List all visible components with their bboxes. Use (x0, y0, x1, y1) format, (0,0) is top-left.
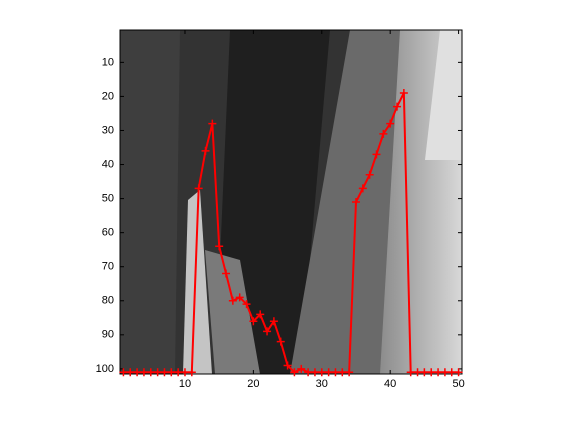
marker (146, 368, 155, 377)
marker (386, 119, 395, 128)
marker (420, 368, 429, 377)
marker (194, 184, 203, 193)
y-tick-label: 10 (102, 56, 114, 68)
marker (133, 368, 142, 377)
x-tick-label: 10 (179, 378, 191, 390)
marker (139, 368, 148, 377)
marker (297, 364, 306, 373)
marker (160, 368, 169, 377)
marker (358, 184, 367, 193)
marker (345, 368, 354, 377)
marker (126, 368, 135, 377)
marker (153, 368, 162, 377)
marker (174, 368, 183, 377)
y-tick-label: 40 (102, 158, 114, 170)
marker (351, 198, 360, 206)
marker (393, 102, 402, 111)
marker (187, 368, 196, 377)
marker (208, 119, 217, 128)
marker (365, 170, 374, 179)
image (120, 30, 462, 374)
y-tick-label: 100 (96, 363, 114, 375)
marker (324, 368, 333, 377)
y-tick-label: 90 (102, 329, 114, 341)
marker (119, 368, 128, 377)
marker (379, 129, 388, 138)
marker (447, 368, 456, 377)
marker (440, 368, 449, 377)
marker (406, 368, 415, 377)
marker (338, 368, 347, 377)
marker (413, 368, 422, 377)
marker (215, 242, 224, 251)
y-tick-label: 50 (102, 193, 114, 205)
y-tick-label: 60 (102, 227, 114, 239)
marker (269, 317, 278, 326)
marker (242, 300, 251, 309)
marker (263, 327, 272, 336)
marker (399, 89, 408, 98)
marker (304, 368, 313, 377)
marker (427, 368, 436, 377)
x-tick-label: 40 (384, 378, 396, 390)
marker (310, 368, 319, 377)
y-tick-label: 30 (102, 124, 114, 136)
x-tick-label: 20 (247, 378, 259, 390)
marker (228, 296, 237, 305)
marker (331, 368, 340, 377)
marker (317, 368, 326, 377)
x-tick-label: 30 (316, 378, 328, 390)
y-tick-label: 80 (102, 295, 114, 307)
marker (290, 368, 299, 377)
marker (434, 368, 443, 377)
marker (276, 337, 285, 346)
marker (256, 310, 265, 319)
marker (283, 361, 292, 370)
y-tick-label: 20 (102, 90, 114, 102)
marker (180, 368, 189, 377)
marker (235, 293, 244, 302)
marker (201, 146, 210, 155)
y-tick-label: 70 (102, 261, 114, 273)
axes-box (119, 29, 463, 375)
marker (222, 269, 231, 278)
x-tick-label: 50 (452, 378, 464, 390)
marker (454, 368, 463, 377)
marker (249, 317, 258, 326)
marker (372, 150, 381, 159)
marker (167, 368, 176, 377)
